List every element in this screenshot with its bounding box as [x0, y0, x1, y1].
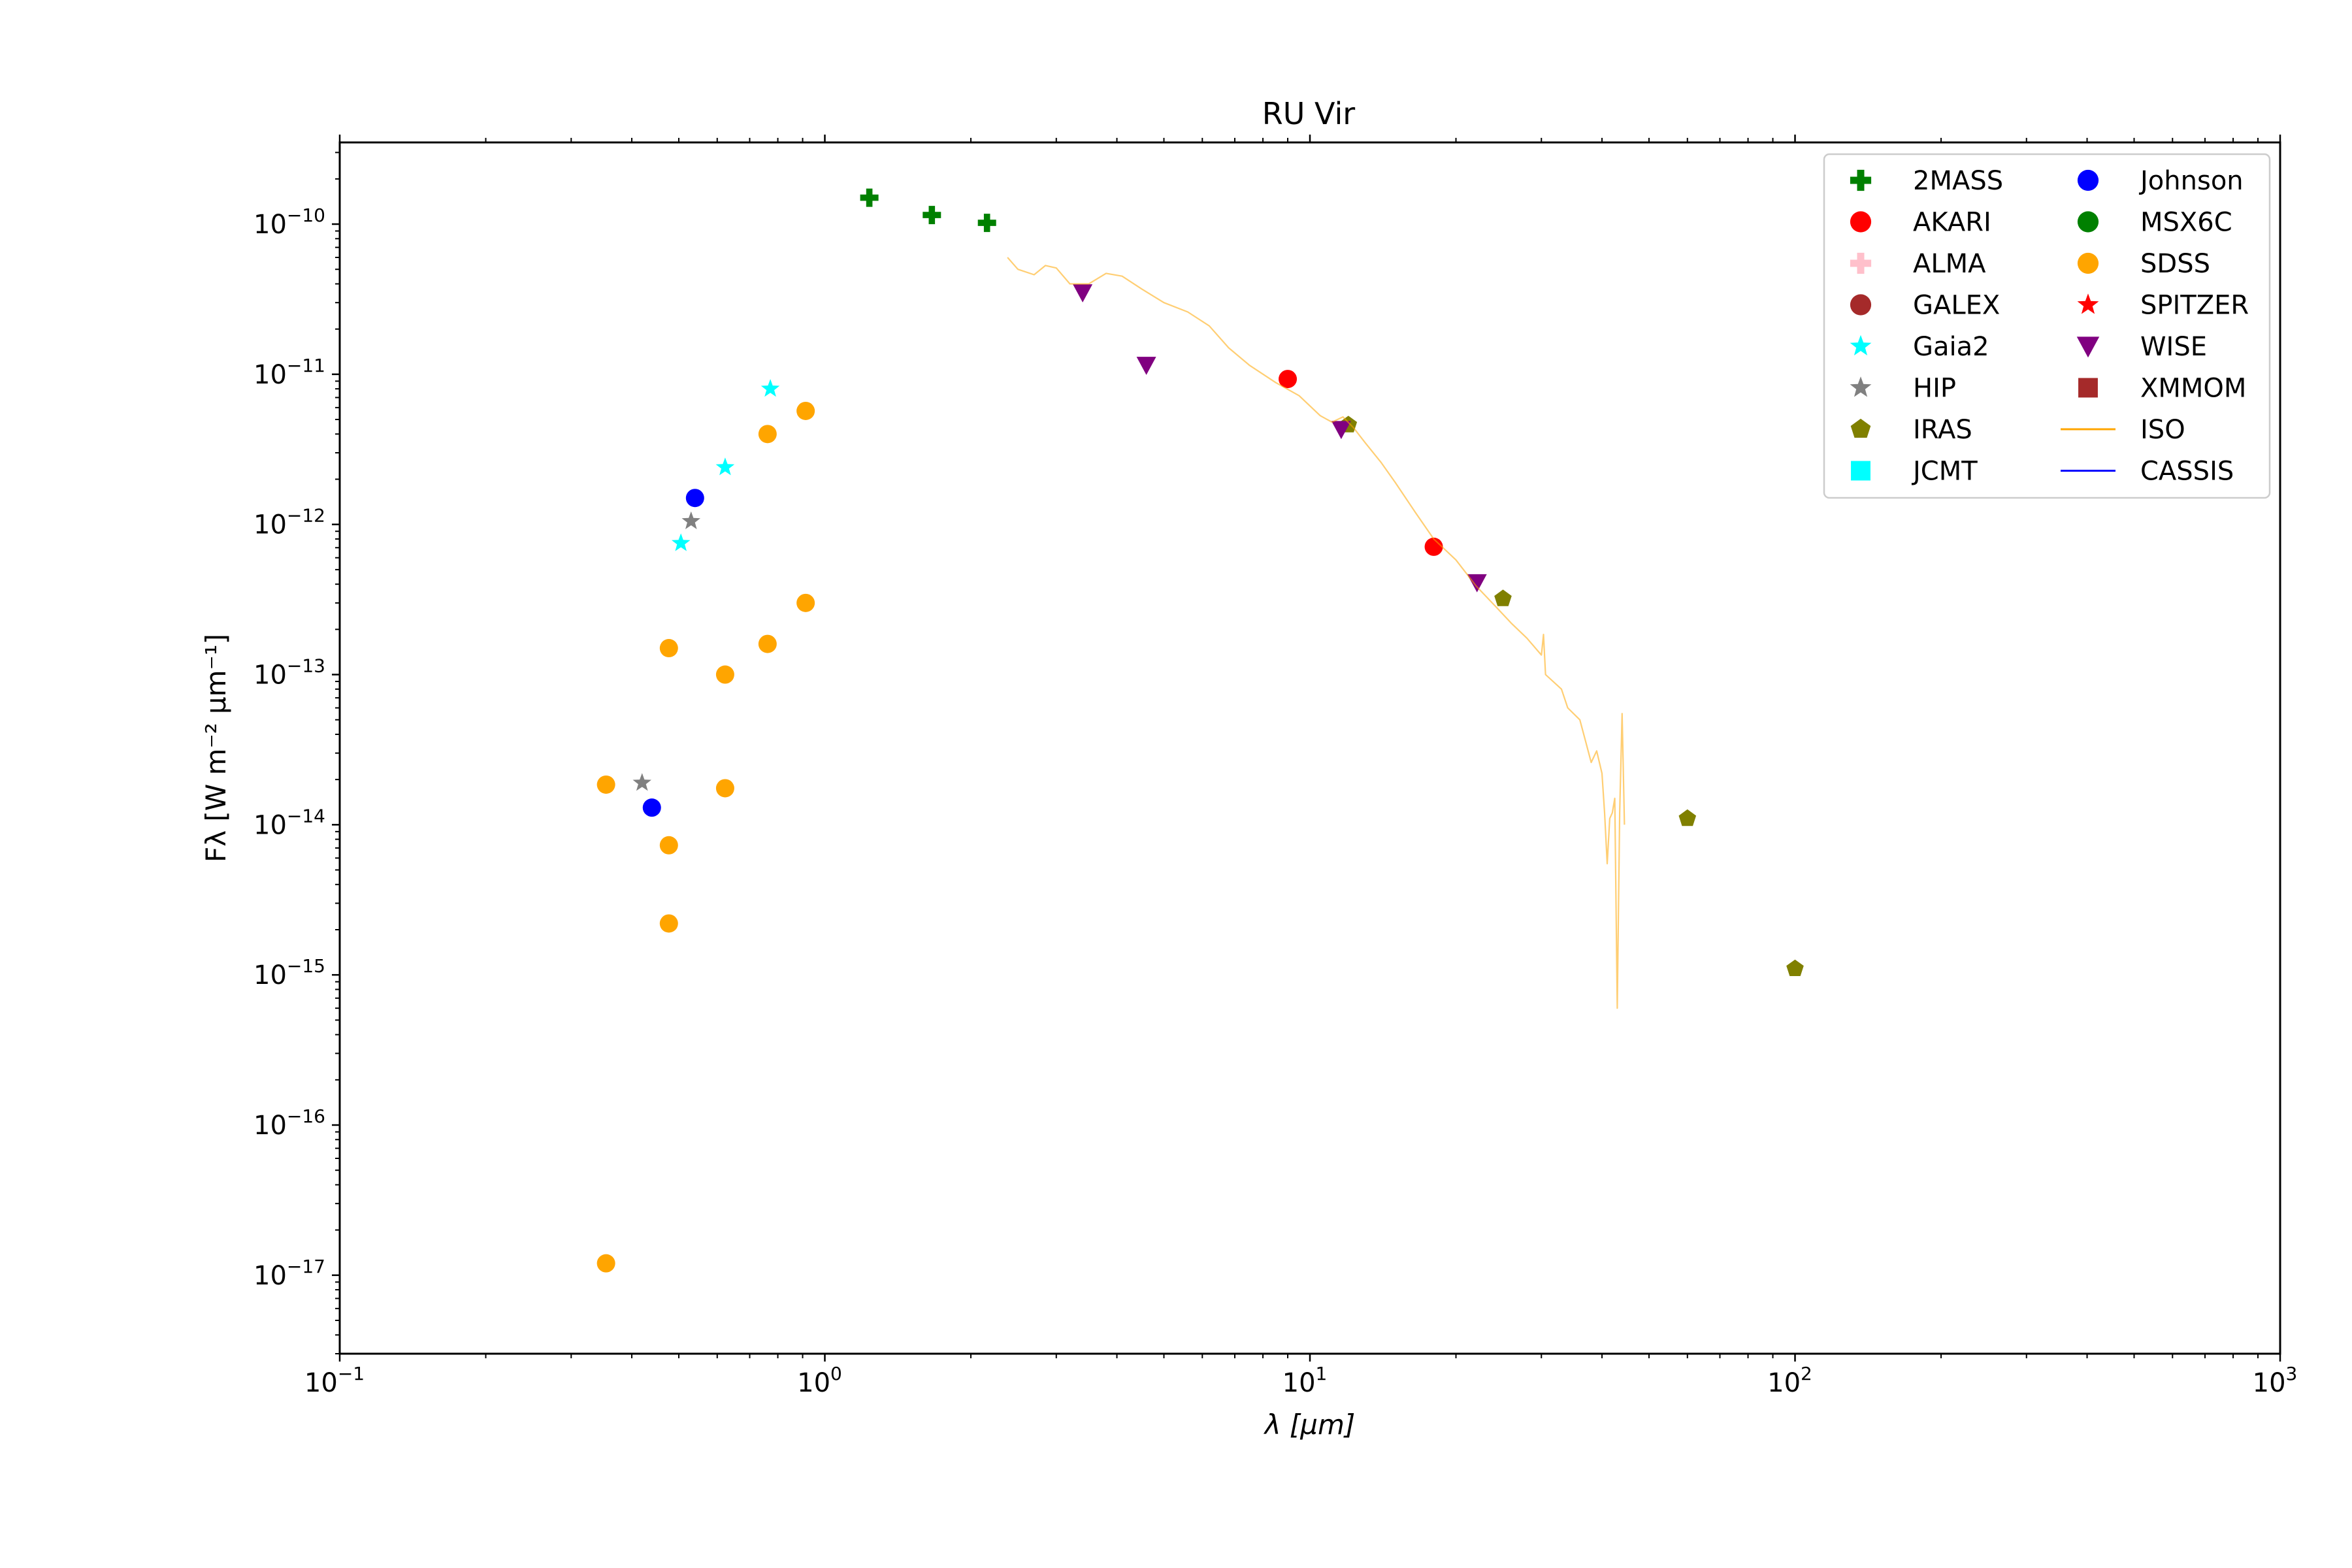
wise-legend-marker — [2076, 336, 2100, 358]
x-tick-label: 102 — [1767, 1363, 1812, 1398]
akari-point — [1279, 370, 1298, 389]
spitzer-legend-marker — [2077, 293, 2099, 314]
gaia2-point — [715, 457, 735, 476]
legend-label-hip: HIP — [1913, 374, 1956, 404]
legend-label-wise: WISE — [2140, 332, 2207, 362]
johnson-legend-marker — [2077, 169, 2099, 191]
legend-label-2mass: 2MASS — [1913, 166, 2003, 196]
y-tick-label: 10−15 — [253, 955, 325, 990]
sdss-point — [758, 634, 777, 653]
y-tick-label: 10−12 — [253, 505, 325, 540]
legend-label-johnson: Johnson — [2138, 166, 2244, 196]
iso-spectrum-line — [1007, 257, 1625, 1009]
sdss-point — [715, 779, 734, 798]
gaia2-legend-marker — [1850, 335, 1872, 355]
johnson-point — [642, 798, 661, 817]
jcmt-legend-marker — [1851, 461, 1870, 481]
2mass-point — [923, 206, 941, 225]
gaia2-point — [671, 533, 691, 551]
akari-point — [1424, 537, 1443, 556]
legend-label-xmmom: XMMOM — [2140, 374, 2246, 404]
y-tick-label: 10−10 — [253, 204, 325, 240]
sdss-point — [596, 1254, 615, 1273]
legend-label-sdss: SDSS — [2140, 249, 2210, 279]
wise-point — [1073, 284, 1093, 302]
legend-label-msx6c: MSX6C — [2140, 208, 2232, 238]
iras-point — [1786, 959, 1804, 976]
y-tick-label: 10−17 — [253, 1256, 325, 1291]
sdss-legend-marker — [2077, 252, 2099, 274]
x-axis-title: λ [μm] — [1264, 1409, 1356, 1441]
x-tick-label: 103 — [2253, 1363, 2298, 1398]
msx6c-legend-marker — [2077, 211, 2099, 233]
hip-legend-marker — [1850, 376, 1872, 397]
legend-label-spitzer: SPITZER — [2140, 291, 2249, 321]
galex-legend-marker — [1850, 294, 1872, 316]
sdss-point — [659, 836, 678, 855]
gaia2-point — [760, 379, 780, 397]
sdss-point — [796, 401, 815, 420]
legend-label-cassis: CASSIS — [2140, 457, 2234, 487]
sdss-point — [715, 665, 734, 684]
wise-point — [1136, 357, 1156, 375]
sdss-point — [596, 775, 615, 794]
akari-legend-marker — [1850, 211, 1872, 233]
iras-legend-marker — [1850, 418, 1871, 438]
alma-legend-marker — [1850, 252, 1872, 274]
legend-label-jcmt: JCMT — [1911, 457, 1978, 487]
legend-label-iras: IRAS — [1913, 415, 1972, 445]
legend: 2MASS AKARI ALMA GALEX Gaia2 HIP IRAS JCMT Johns… — [1823, 153, 2271, 499]
legend-label-akari: AKARI — [1913, 208, 1991, 238]
x-tick-label: 10−1 — [304, 1363, 365, 1398]
hip-point — [681, 511, 700, 529]
x-tick-label: 100 — [797, 1363, 842, 1398]
y-tick-label: 10−16 — [253, 1105, 325, 1141]
y-axis-title: Fλ [W m⁻² μm⁻¹] — [200, 634, 232, 862]
legend-label-alma: ALMA — [1913, 249, 1986, 279]
y-tick-label: 10−11 — [253, 355, 325, 390]
sdss-point — [659, 639, 678, 658]
johnson-point — [685, 489, 704, 508]
wise-point — [1331, 421, 1351, 440]
legend-box — [1823, 153, 2271, 499]
hip-point — [632, 773, 651, 791]
sdss-point — [659, 914, 678, 933]
plot-marks — [596, 188, 1804, 1273]
chart-title: RU Vir — [1262, 96, 1355, 131]
legend-label-galex: GALEX — [1913, 291, 2000, 321]
legend-label-gaia2: Gaia2 — [1913, 332, 1989, 362]
x-tick-label: 101 — [1282, 1363, 1328, 1398]
legend-label-iso: ISO — [2140, 415, 2185, 445]
wise-point — [1467, 574, 1487, 593]
y-tick-label: 10−14 — [253, 805, 325, 840]
iras-point — [1678, 809, 1697, 826]
sdss-point — [796, 593, 815, 612]
2mass-legend-marker — [1850, 169, 1872, 191]
xmmom-legend-marker — [2078, 378, 2098, 398]
iras-point — [1494, 589, 1512, 606]
2mass-point — [977, 214, 996, 233]
sdss-point — [758, 425, 777, 444]
2mass-point — [860, 188, 879, 207]
y-tick-label: 10−13 — [253, 655, 325, 691]
